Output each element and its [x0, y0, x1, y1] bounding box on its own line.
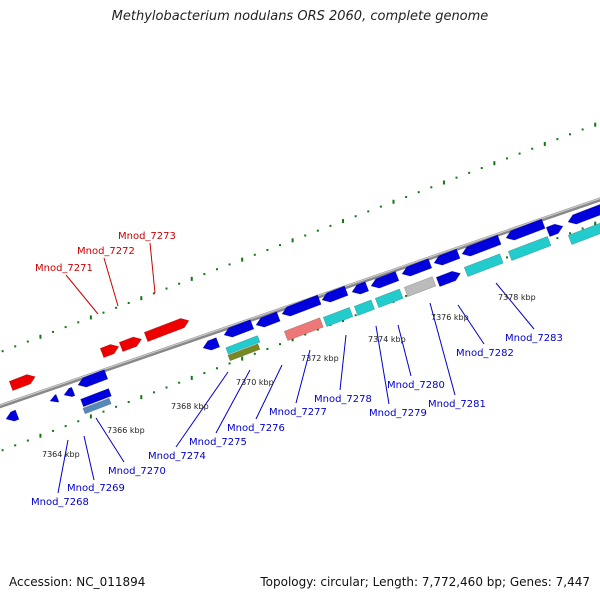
- gene-label-mnod-7272: Mnod_7272: [77, 246, 135, 257]
- gene-mnod-7275: [223, 319, 255, 338]
- gene-label-mnod-7278: Mnod_7278: [314, 394, 372, 405]
- gene-mnod-7284: [567, 204, 600, 225]
- leader-mnod-7276: [255, 364, 283, 420]
- gene-mnod-7281b: [433, 248, 461, 266]
- leader-mnod-7272: [103, 257, 119, 307]
- gene-mnod-7270-rev: [80, 388, 112, 408]
- topology-text: Topology: circular; Length: 7,772,460 bp…: [260, 575, 590, 589]
- gene-label-mnod-7283: Mnod_7283: [505, 333, 563, 344]
- gene-mnod-7282: [461, 234, 502, 257]
- gene-label-mnod-7282: Mnod_7282: [456, 348, 514, 359]
- gene-features: [5, 204, 600, 422]
- map-title: Methylobacterium nodulans ORS 2060, comp…: [111, 9, 489, 24]
- gene-mnod-7269: [49, 394, 60, 403]
- leader-mnod-7278: [339, 334, 347, 391]
- leader-mnod-7277: [295, 349, 311, 404]
- leader-mnod-7280: [397, 324, 412, 377]
- gene-cyan-7280: [374, 288, 404, 309]
- scale-tick-label: 7370 kbp: [236, 378, 274, 387]
- gene-cyan-7284: [567, 222, 600, 246]
- leader-mnod-7283: [495, 282, 535, 330]
- scale-tick-label: 7368 kbp: [171, 402, 209, 411]
- gene-cyan-7283: [507, 235, 552, 262]
- gene-steel: [82, 397, 112, 415]
- gene-label-mnod-7270: Mnod_7270: [108, 466, 166, 477]
- gene-cyan-7282: [463, 253, 504, 278]
- leader-mnod-7281: [429, 302, 456, 396]
- scale-tick-label: 7364 kbp: [42, 450, 80, 459]
- gene-mnod-7276: [255, 311, 281, 328]
- gene-label-mnod-7275: Mnod_7275: [189, 437, 247, 448]
- gene-label-mnod-7269: Mnod_7269: [67, 483, 125, 494]
- gene-label-mnod-7273: Mnod_7273: [118, 231, 176, 242]
- gene-mnod-7273b: [143, 318, 190, 343]
- gene-mnod-7270: [77, 369, 109, 388]
- gene-mnod-7281c: [435, 270, 461, 288]
- gene-mnod-7273: [118, 336, 143, 353]
- leader-mnod-7274: [175, 371, 229, 448]
- scale-tick-label: 7376 kbp: [431, 313, 469, 322]
- gene-label-mnod-7277: Mnod_7277: [269, 407, 327, 418]
- gene-cyan-7279: [353, 299, 375, 317]
- gene-label-mnod-7281: Mnod_7281: [428, 399, 486, 410]
- gene-label-mnod-7279: Mnod_7279: [369, 408, 427, 419]
- gene-cyan-7275: [225, 335, 261, 355]
- gene-mnod-7274: [202, 337, 221, 351]
- gene-cyan-7278: [322, 306, 354, 328]
- gene-mnod-7268: [5, 409, 20, 422]
- scale-tick-label: 7366 kbp: [107, 426, 145, 435]
- gene-label-mnod-7276: Mnod_7276: [227, 423, 285, 434]
- gene-mnod-7280: [370, 270, 400, 289]
- leader-mnod-7282: [457, 304, 485, 345]
- leader-mnod-7273: [149, 242, 156, 294]
- gene-mnod-7279: [351, 281, 370, 295]
- gene-mnod-7271: [8, 374, 36, 392]
- gene-gray-7281: [403, 276, 437, 298]
- leader-mnod-7268: [57, 439, 69, 494]
- gene-labels: Mnod_7268 Mnod_7269 Mnod_7270 Mnod_7271 Mnod…: [31, 231, 563, 508]
- gene-olive-7275: [227, 343, 261, 362]
- scale-tick-label: 7378 kbp: [498, 293, 536, 302]
- leader-mnod-7270: [95, 417, 125, 463]
- leader-mnod-7279: [375, 325, 390, 405]
- gene-mnod-7278: [321, 285, 349, 303]
- gene-mnod-7281: [401, 258, 433, 277]
- scale-tick-label: 7372 kbp: [301, 354, 339, 363]
- gene-label-mnod-7268: Mnod_7268: [31, 497, 89, 508]
- gene-label-mnod-7271: Mnod_7271: [35, 263, 93, 274]
- scale-tick-label: 7374 kbp: [368, 335, 406, 344]
- scale-ticks: 7364 kbp 7366 kbp 7368 kbp 7370 kbp 7372 kbp…: [42, 293, 536, 459]
- gene-pink-7277: [283, 317, 324, 342]
- gene-mnod-7277: [281, 294, 322, 317]
- leader-mnod-7271: [65, 274, 99, 315]
- gene-mnod-7269b: [63, 386, 76, 398]
- label-leader-lines: [57, 242, 535, 494]
- gene-label-mnod-7274: Mnod_7274: [148, 451, 206, 462]
- leader-mnod-7275: [215, 369, 251, 434]
- accession-text: Accession: NC_011894: [9, 575, 146, 589]
- gene-mnod-7283: [505, 218, 546, 241]
- gene-mnod-7283b: [545, 223, 564, 238]
- gene-mnod-7272: [99, 344, 120, 359]
- leader-mnod-7269: [83, 435, 95, 481]
- gene-label-mnod-7280: Mnod_7280: [387, 380, 445, 391]
